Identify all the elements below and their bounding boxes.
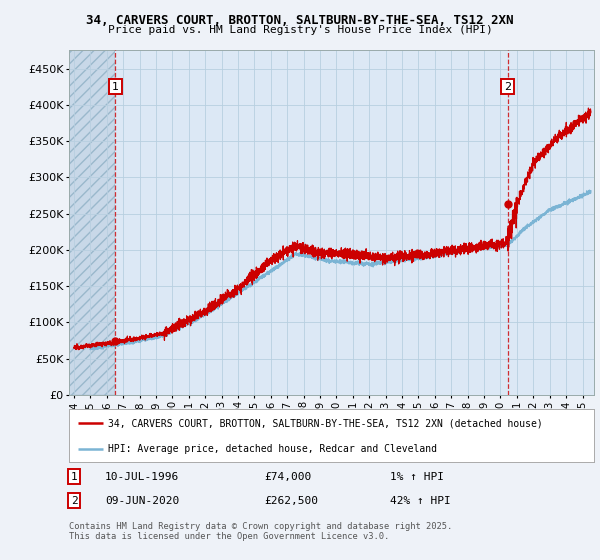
- Text: Price paid vs. HM Land Registry's House Price Index (HPI): Price paid vs. HM Land Registry's House …: [107, 25, 493, 35]
- Text: £74,000: £74,000: [264, 472, 311, 482]
- Text: 34, CARVERS COURT, BROTTON, SALTBURN-BY-THE-SEA, TS12 2XN (detached house): 34, CARVERS COURT, BROTTON, SALTBURN-BY-…: [109, 418, 543, 428]
- Text: 10-JUL-1996: 10-JUL-1996: [105, 472, 179, 482]
- Bar: [69, 50, 115, 395]
- Text: 1% ↑ HPI: 1% ↑ HPI: [390, 472, 444, 482]
- Text: 42% ↑ HPI: 42% ↑ HPI: [390, 496, 451, 506]
- Text: 34, CARVERS COURT, BROTTON, SALTBURN-BY-THE-SEA, TS12 2XN: 34, CARVERS COURT, BROTTON, SALTBURN-BY-…: [86, 14, 514, 27]
- Text: Contains HM Land Registry data © Crown copyright and database right 2025.
This d: Contains HM Land Registry data © Crown c…: [69, 522, 452, 542]
- Text: 1: 1: [112, 82, 119, 92]
- Text: HPI: Average price, detached house, Redcar and Cleveland: HPI: Average price, detached house, Redc…: [109, 444, 437, 454]
- Text: £262,500: £262,500: [264, 496, 318, 506]
- Text: 1: 1: [71, 472, 77, 482]
- Bar: [115, 50, 594, 395]
- Text: 2: 2: [504, 82, 511, 92]
- Text: 2: 2: [71, 496, 77, 506]
- Text: 09-JUN-2020: 09-JUN-2020: [105, 496, 179, 506]
